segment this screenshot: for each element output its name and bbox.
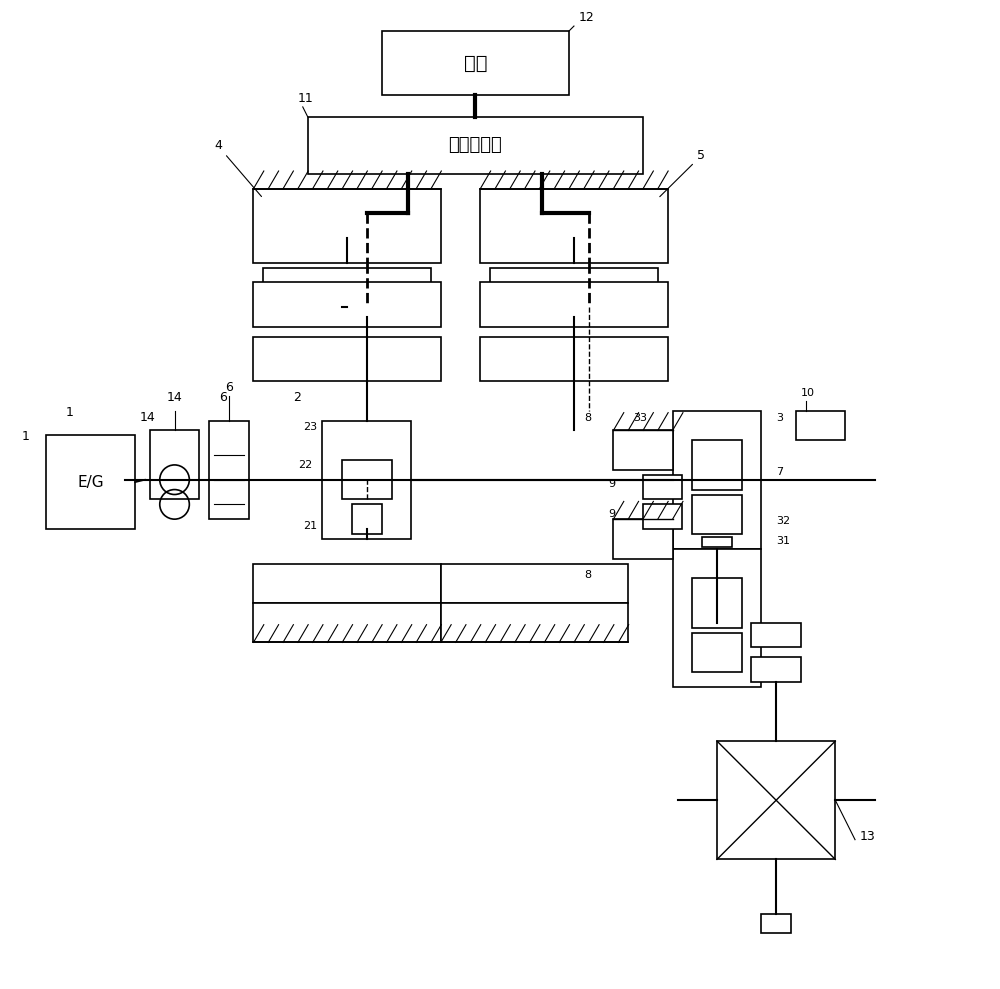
FancyBboxPatch shape — [673, 549, 761, 686]
FancyBboxPatch shape — [253, 189, 441, 263]
FancyBboxPatch shape — [46, 435, 135, 529]
Text: 6: 6 — [219, 391, 227, 404]
Text: 1: 1 — [66, 405, 74, 418]
FancyBboxPatch shape — [692, 440, 742, 490]
Text: 2: 2 — [293, 391, 301, 404]
FancyBboxPatch shape — [692, 579, 742, 628]
Text: 功率转换器: 功率转换器 — [448, 136, 502, 154]
FancyBboxPatch shape — [613, 430, 673, 470]
FancyBboxPatch shape — [150, 430, 199, 499]
Text: 6: 6 — [225, 381, 233, 394]
FancyBboxPatch shape — [263, 268, 431, 317]
Text: 32: 32 — [776, 516, 790, 526]
Text: 8: 8 — [584, 571, 591, 581]
FancyBboxPatch shape — [382, 31, 569, 95]
Text: 31: 31 — [776, 536, 790, 546]
FancyBboxPatch shape — [692, 494, 742, 534]
Text: 11: 11 — [298, 92, 314, 105]
FancyBboxPatch shape — [308, 117, 643, 174]
FancyBboxPatch shape — [613, 519, 673, 559]
FancyBboxPatch shape — [692, 633, 742, 672]
FancyBboxPatch shape — [480, 189, 668, 263]
Text: E/G: E/G — [77, 475, 104, 490]
FancyBboxPatch shape — [717, 741, 835, 859]
FancyBboxPatch shape — [751, 658, 801, 681]
FancyBboxPatch shape — [673, 410, 761, 549]
FancyBboxPatch shape — [643, 475, 682, 499]
Text: 21: 21 — [303, 521, 317, 531]
Text: 7: 7 — [776, 467, 783, 477]
Text: 14: 14 — [167, 391, 182, 404]
Text: 9: 9 — [608, 479, 616, 490]
FancyBboxPatch shape — [480, 336, 668, 381]
FancyBboxPatch shape — [796, 410, 845, 440]
FancyBboxPatch shape — [490, 268, 658, 317]
Text: 14: 14 — [140, 410, 156, 423]
Text: 9: 9 — [608, 508, 616, 518]
FancyBboxPatch shape — [352, 504, 382, 534]
FancyBboxPatch shape — [253, 603, 441, 643]
Text: 5: 5 — [660, 149, 705, 197]
Text: 22: 22 — [298, 460, 312, 470]
FancyBboxPatch shape — [253, 564, 441, 603]
Text: 13: 13 — [860, 830, 876, 843]
FancyBboxPatch shape — [751, 623, 801, 648]
Text: 1: 1 — [22, 430, 30, 443]
FancyBboxPatch shape — [702, 537, 732, 547]
FancyBboxPatch shape — [761, 914, 791, 934]
Text: 电池: 电池 — [464, 53, 487, 72]
FancyBboxPatch shape — [643, 504, 682, 529]
FancyBboxPatch shape — [322, 420, 411, 539]
FancyBboxPatch shape — [441, 564, 628, 603]
FancyBboxPatch shape — [342, 460, 392, 499]
FancyBboxPatch shape — [480, 283, 668, 326]
Text: 33: 33 — [633, 412, 647, 422]
Text: 4: 4 — [214, 139, 261, 197]
Text: 8: 8 — [584, 412, 591, 422]
Text: 3: 3 — [776, 412, 783, 422]
FancyBboxPatch shape — [209, 420, 249, 519]
FancyBboxPatch shape — [253, 283, 441, 326]
Text: 10: 10 — [801, 388, 815, 398]
Text: 12: 12 — [579, 11, 595, 24]
Text: 23: 23 — [303, 422, 317, 432]
FancyBboxPatch shape — [441, 603, 628, 643]
FancyBboxPatch shape — [253, 336, 441, 381]
